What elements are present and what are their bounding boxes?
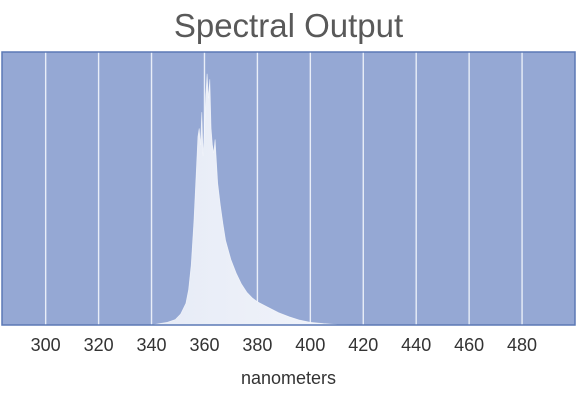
- x-tick-label: 440: [401, 335, 431, 355]
- x-tick-label: 300: [31, 335, 61, 355]
- x-tick-label: 320: [84, 335, 114, 355]
- x-tick-label: 460: [454, 335, 484, 355]
- x-tick-label: 400: [295, 335, 325, 355]
- x-tick-label: 340: [137, 335, 167, 355]
- x-axis-label: nanometers: [240, 368, 337, 388]
- x-tick-label: 420: [348, 335, 378, 355]
- plot-border: [1, 51, 576, 326]
- x-tick-label: 360: [189, 335, 219, 355]
- chart-title: Spectral Output: [173, 7, 404, 44]
- spectrum-area: [151, 73, 364, 326]
- x-tick-label: 380: [242, 335, 272, 355]
- plot-area: [2, 52, 575, 325]
- x-tick-label: 480: [507, 335, 537, 355]
